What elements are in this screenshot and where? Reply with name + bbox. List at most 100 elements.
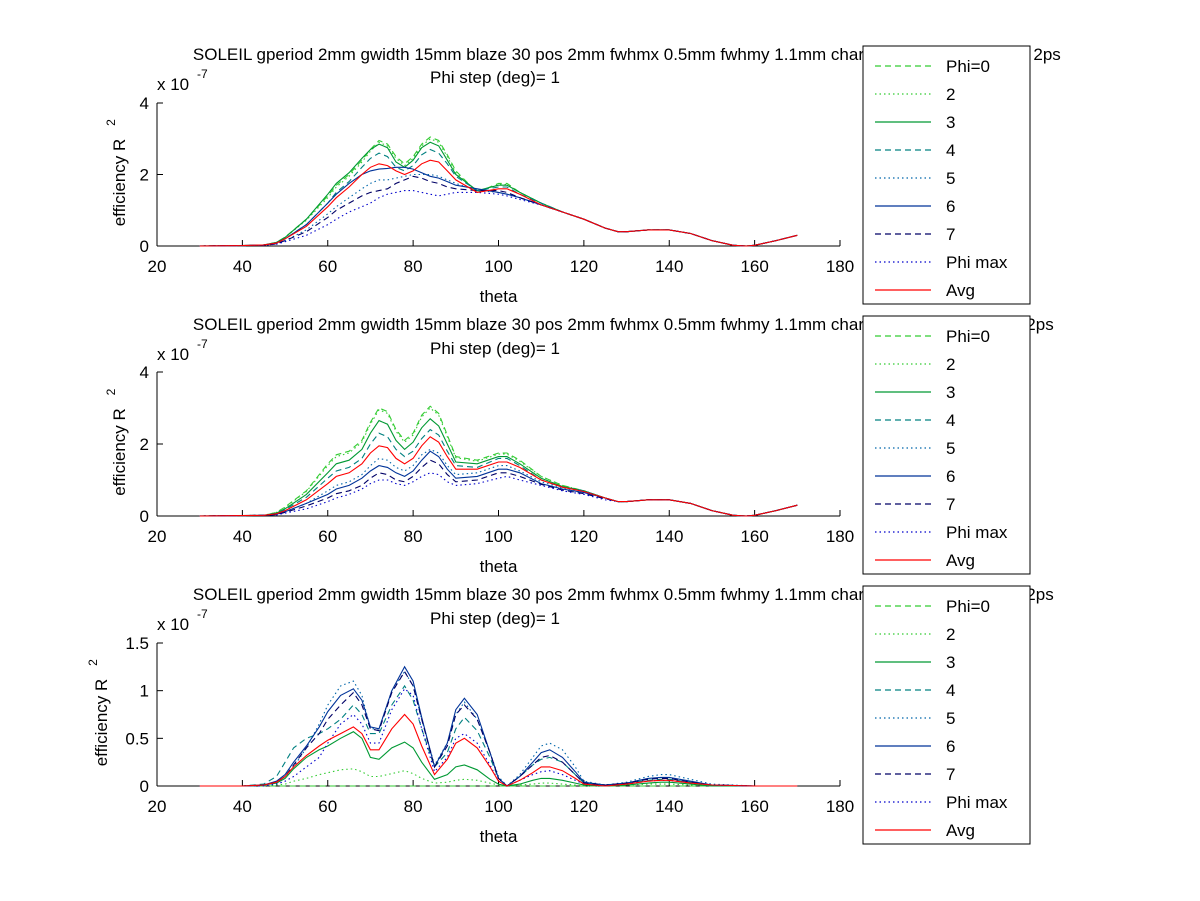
- x-tick-label: 120: [570, 797, 598, 816]
- legend-entry-label: 6: [946, 467, 955, 486]
- legend-entry-label: Phi max: [946, 793, 1008, 812]
- y-tick-label: 4: [140, 363, 149, 382]
- y-axis-label: efficiency R: [110, 139, 129, 227]
- legend: Phi=0 2 3 4 5 6 7 Phi max Avg: [862, 45, 1031, 305]
- legend-entry-label: 3: [946, 383, 955, 402]
- legend-box: [862, 585, 1031, 845]
- y-tick-label: 0: [140, 777, 149, 796]
- x-tick-label: 100: [484, 797, 512, 816]
- legend-entry-label: Phi max: [946, 253, 1008, 272]
- y-exponent-superscript: -7: [197, 337, 208, 351]
- y-tick-label: 1.5: [125, 634, 149, 653]
- chart-title: SOLEIL gperiod 2mm gwidth 15mm blaze 30 …: [193, 315, 897, 334]
- y-axis-label-superscript: 2: [104, 388, 118, 395]
- legend-entry-label: Avg: [946, 821, 975, 840]
- y-tick-label: 0: [140, 237, 149, 256]
- y-tick-label: 2: [140, 435, 149, 454]
- y-exponent-superscript: -7: [197, 67, 208, 81]
- x-tick-label: 80: [404, 527, 423, 546]
- x-axis-label: theta: [480, 827, 518, 846]
- y-tick-label: 4: [140, 94, 149, 113]
- legend-entry-label: 6: [946, 197, 955, 216]
- series-line-6: [199, 665, 798, 787]
- x-tick-label: 120: [570, 257, 598, 276]
- x-tick-label: 20: [148, 257, 167, 276]
- x-tick-label: 60: [318, 527, 337, 546]
- legend-entry-label: Avg: [946, 551, 975, 570]
- chart-title-tail: 2ps: [1026, 585, 1053, 604]
- legend-entry-label: 4: [946, 681, 955, 700]
- x-tick-label: 180: [826, 257, 854, 276]
- legend: Phi=0 2 3 4 5 6 7 Phi max Avg: [862, 315, 1031, 575]
- y-axis-label-group: efficiency R 2: [104, 119, 129, 226]
- series-line-7: [199, 670, 798, 787]
- legend-entry-label: 5: [946, 169, 955, 188]
- x-axis-label: theta: [480, 557, 518, 576]
- y-axis-label: efficiency R: [110, 408, 129, 496]
- x-tick-label: 160: [740, 797, 768, 816]
- legend-entry-label: 5: [946, 709, 955, 728]
- legend: Phi=0 2 3 4 5 6 7 Phi max Avg: [862, 585, 1031, 845]
- y-exponent-label: x 10: [157, 345, 189, 364]
- legend-entry-label: 5: [946, 439, 955, 458]
- legend-entry-label: 2: [946, 85, 955, 104]
- chart-panel-1: 20 40 60 80 100 120 140 160 180 0 2 4 x 10 -7 theta eff…: [104, 45, 1061, 306]
- legend-entry-label: 4: [946, 411, 955, 430]
- legend-entry-label: Phi=0: [946, 597, 990, 616]
- y-axis-label-superscript: 2: [86, 659, 100, 666]
- series-line-phi-0: [199, 405, 798, 517]
- legend-box: [862, 315, 1031, 575]
- series-line-avg: [199, 436, 798, 517]
- x-axis-label: theta: [480, 287, 518, 306]
- legend-entry-label: 6: [946, 737, 955, 756]
- x-tick-label: 80: [404, 257, 423, 276]
- y-tick-label: 2: [140, 166, 149, 185]
- x-tick-label: 180: [826, 527, 854, 546]
- legend-entry-label: 2: [946, 625, 955, 644]
- y-axis-label: efficiency R: [92, 679, 111, 767]
- x-tick-label: 60: [318, 257, 337, 276]
- x-tick-label: 100: [484, 527, 512, 546]
- x-tick-label: 40: [233, 797, 252, 816]
- x-tick-label: 40: [233, 527, 252, 546]
- y-axis-label-group: efficiency R 2: [86, 659, 111, 766]
- x-tick-label: 20: [148, 797, 167, 816]
- x-tick-label: 100: [484, 257, 512, 276]
- legend-entry-label: 7: [946, 495, 955, 514]
- x-tick-label: 120: [570, 527, 598, 546]
- x-tick-label: 160: [740, 527, 768, 546]
- legend-box: [862, 45, 1031, 305]
- x-tick-label: 140: [655, 797, 683, 816]
- series-line-5: [199, 670, 798, 787]
- series-line-7: [199, 175, 798, 247]
- y-tick-label: 0.5: [125, 729, 149, 748]
- legend-entry-label: Avg: [946, 281, 975, 300]
- y-axis-label-superscript: 2: [104, 119, 118, 126]
- x-tick-label: 180: [826, 797, 854, 816]
- legend-entry-label: Phi=0: [946, 57, 990, 76]
- y-axis-label-group: efficiency R 2: [104, 388, 129, 495]
- y-tick-label: 1: [140, 682, 149, 701]
- x-tick-label: 60: [318, 797, 337, 816]
- x-tick-label: 80: [404, 797, 423, 816]
- chart-panel-2: 20 40 60 80 100 120 140 160 180 0 2 4 x 10 -7 theta eff…: [104, 315, 1054, 576]
- x-tick-label: 40: [233, 257, 252, 276]
- chart-panel-3: 20 40 60 80 100 120 140 160 180 0 0.5 1 1.5 x 10 -7 the…: [86, 585, 1054, 846]
- legend-entry-label: 3: [946, 653, 955, 672]
- legend-entry-label: 3: [946, 113, 955, 132]
- x-tick-label: 160: [740, 257, 768, 276]
- legend-entry-label: 7: [946, 765, 955, 784]
- legend-entry-label: 4: [946, 141, 955, 160]
- chart-subtitle: Phi step (deg)= 1: [430, 609, 560, 628]
- legend-entry-label: Phi max: [946, 523, 1008, 542]
- legend-entry-label: 2: [946, 355, 955, 374]
- series-line-3: [199, 731, 798, 787]
- y-exponent-label: x 10: [157, 75, 189, 94]
- x-tick-label: 140: [655, 257, 683, 276]
- series-line-4: [199, 148, 798, 247]
- y-exponent-superscript: -7: [197, 607, 208, 621]
- chart-subtitle: Phi step (deg)= 1: [430, 339, 560, 358]
- x-tick-label: 20: [148, 527, 167, 546]
- series-line-avg: [199, 159, 798, 247]
